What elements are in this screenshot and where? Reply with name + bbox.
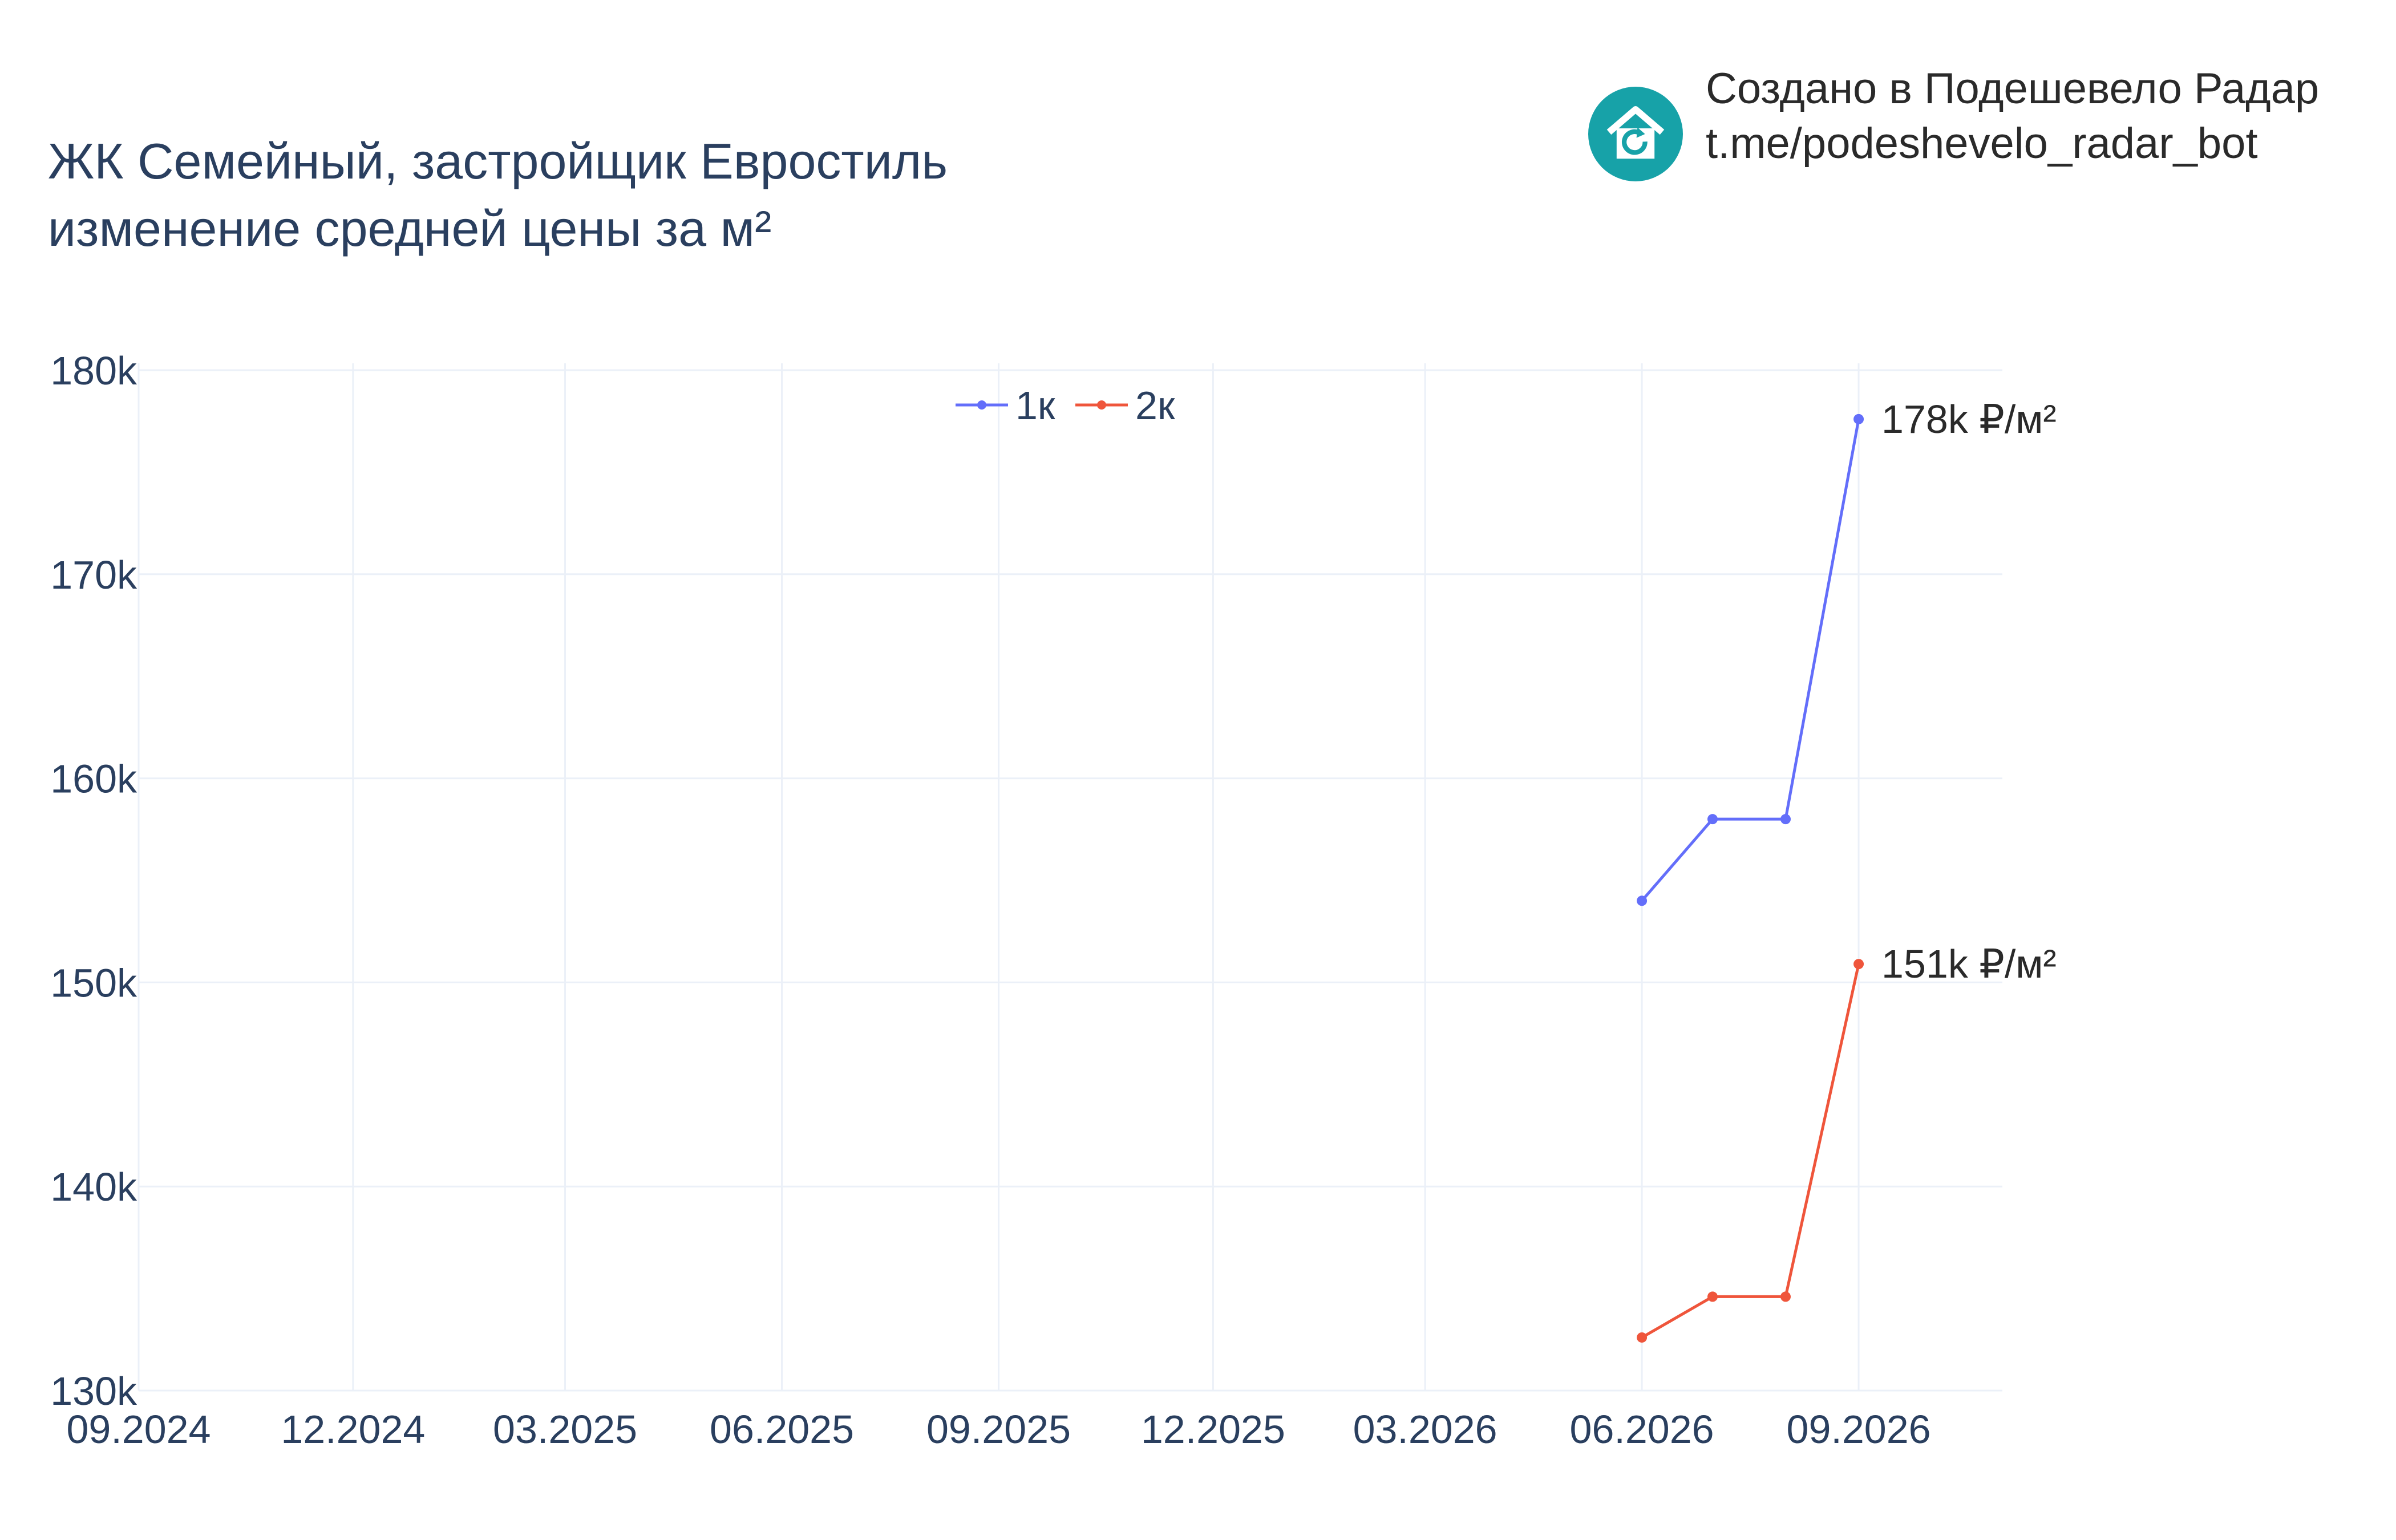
- y-tick-label: 150k: [50, 961, 137, 1005]
- x-tick-label: 12.2024: [281, 1407, 425, 1452]
- x-tick-label: 09.2026: [1787, 1407, 1931, 1452]
- y-tick-label: 180k: [50, 348, 137, 393]
- y-tick-label: 130k: [50, 1369, 137, 1413]
- chart-subtitle: изменение средней цены за м²: [48, 200, 772, 257]
- legend-item-label: 2к: [1135, 383, 1175, 428]
- x-tick-label: 09.2025: [926, 1407, 1071, 1452]
- series-line-1: [1641, 963, 1860, 1339]
- x-tick-label: 09.2024: [66, 1407, 211, 1452]
- y-tick-label: 160k: [50, 757, 137, 801]
- y-tick-label: 140k: [50, 1165, 137, 1209]
- data-point: [1780, 814, 1791, 825]
- x-tick-label: 06.2026: [1570, 1407, 1714, 1452]
- credit-link[interactable]: t.me/podeshevelo_radar_bot: [1706, 119, 2258, 168]
- x-tick-label: 03.2025: [493, 1407, 637, 1452]
- legend-marker: [1097, 400, 1106, 410]
- data-point: [1637, 895, 1648, 906]
- data-point: [1707, 814, 1718, 825]
- y-tick-label: 170k: [50, 553, 137, 597]
- x-tick-label: 12.2025: [1141, 1407, 1285, 1452]
- data-point: [1853, 959, 1864, 970]
- x-tick-label: 03.2026: [1353, 1407, 1498, 1452]
- credit-text: Создано в Подешевело Радар: [1706, 64, 2320, 113]
- data-point: [1780, 1291, 1791, 1302]
- chart-title: ЖК Семейный, застройщик Евростиль: [48, 133, 948, 189]
- house-refresh-icon: [1588, 87, 1683, 181]
- end-value-label: 151k ₽/м²: [1881, 942, 2057, 986]
- end-value-label: 178k ₽/м²: [1881, 397, 2057, 441]
- series-line-0: [1641, 419, 1860, 902]
- legend-marker: [977, 400, 986, 410]
- data-point: [1637, 1332, 1648, 1343]
- data-point: [1853, 414, 1864, 424]
- x-tick-label: 06.2025: [710, 1407, 854, 1452]
- data-point: [1707, 1291, 1718, 1302]
- legend-item-label: 1к: [1015, 383, 1055, 428]
